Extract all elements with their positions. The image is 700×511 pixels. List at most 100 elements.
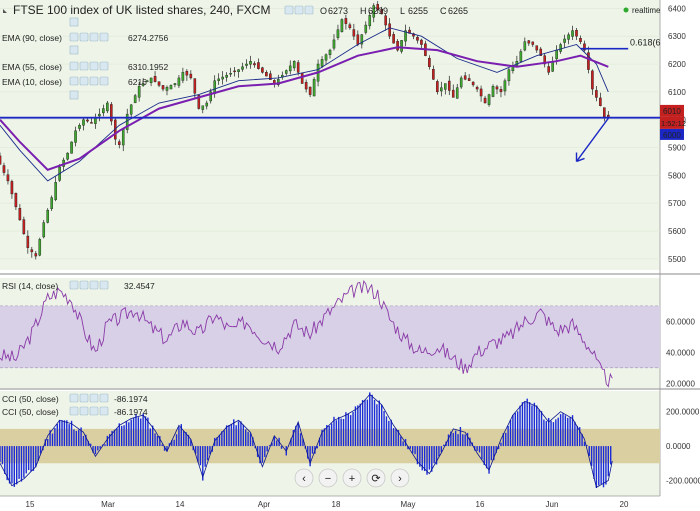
- candle-body: [607, 114, 610, 118]
- time-tick-label: Apr: [258, 500, 271, 509]
- candle-body: [304, 82, 308, 90]
- candle-body: [543, 55, 546, 65]
- candle-body: [261, 67, 264, 73]
- candle-body: [432, 69, 435, 80]
- candle-body: [296, 62, 300, 73]
- eye-icon: [69, 280, 79, 290]
- gear-icon: [79, 76, 89, 86]
- candle-body: [288, 65, 292, 72]
- candle-body: [412, 33, 415, 37]
- candle-body: [217, 78, 220, 81]
- time-tick-label: 15: [26, 500, 35, 509]
- candle-body: [253, 63, 256, 66]
- candle-body: [463, 75, 467, 80]
- zoom-in-button[interactable]: +: [342, 468, 362, 488]
- level-value: 6000: [663, 131, 681, 140]
- candle-body: [440, 87, 443, 92]
- candle-body: [583, 43, 586, 51]
- candle-body: [149, 77, 153, 84]
- close-icon: [89, 393, 99, 403]
- candle-body: [18, 208, 22, 221]
- close-icon: [99, 406, 109, 416]
- candle-body: [6, 174, 10, 182]
- candle-body: [459, 77, 463, 88]
- eye-icon: [69, 76, 79, 86]
- candle-body: [519, 51, 523, 62]
- scroll-left-button[interactable]: ‹: [294, 468, 314, 488]
- candle-body: [265, 72, 268, 77]
- candle-body: [129, 104, 133, 115]
- ema-90-line: [0, 46, 609, 171]
- candle-body: [300, 73, 304, 84]
- candle-body: [70, 141, 73, 154]
- candle-body: [229, 73, 232, 75]
- close-icon: [99, 32, 109, 42]
- candle-body: [38, 239, 42, 256]
- price-tick-label: 5700: [668, 199, 686, 208]
- candle-body: [575, 29, 578, 37]
- price-pane-background: [0, 0, 660, 270]
- eye-icon: [69, 45, 79, 55]
- close-icon: [99, 61, 109, 71]
- indicator-value: 6274.2756: [128, 33, 168, 43]
- candle-body: [249, 61, 252, 65]
- eye-icon: [69, 61, 79, 71]
- time-tick-label: May: [400, 500, 415, 509]
- indicator-value: 6216: [128, 77, 147, 87]
- close-icon: [99, 76, 109, 86]
- rsi-band: [0, 305, 660, 368]
- candle-body: [245, 63, 248, 66]
- scroll-left-button-bg: [294, 468, 314, 488]
- candle-body: [94, 118, 97, 124]
- candle-body: [396, 40, 399, 51]
- price-tick-label: 5600: [668, 227, 686, 236]
- arrow-head-icon: [575, 152, 585, 163]
- candle-body: [336, 29, 340, 38]
- price-tick-label: 6400: [668, 4, 686, 13]
- candle-body: [161, 85, 165, 90]
- price-tick-label: 6300: [668, 32, 686, 41]
- countdown-value: 1:52:12: [661, 119, 686, 128]
- reset-button[interactable]: ⟳: [366, 468, 386, 488]
- candle-body: [42, 222, 46, 238]
- zoom-out-button[interactable]: −: [318, 468, 338, 488]
- candle-body: [157, 81, 161, 86]
- candle-body: [328, 49, 332, 55]
- candle-body: [177, 77, 181, 86]
- candle-body: [78, 125, 81, 129]
- candle-body: [233, 70, 236, 73]
- cci-label: CCI (50, close): [2, 394, 59, 404]
- rsi-line: [0, 279, 613, 388]
- candle-body: [284, 70, 288, 74]
- candle-body: [563, 38, 566, 43]
- candle-body: [46, 209, 50, 223]
- time-tick-label: Mar: [101, 500, 115, 509]
- ema-55-line: [0, 27, 609, 182]
- candle-body: [197, 95, 201, 109]
- candle-body: [444, 83, 447, 90]
- ohlc-value: 6299: [368, 6, 388, 16]
- ohlc-key: O: [320, 6, 327, 16]
- time-tick-label: 18: [332, 500, 341, 509]
- candle-body: [591, 70, 594, 90]
- price-tick-label: 5800: [668, 171, 686, 180]
- candle-body: [527, 40, 531, 44]
- indicator-label: EMA (90, close): [2, 33, 62, 43]
- scroll-right-button[interactable]: ›: [390, 468, 410, 488]
- candle-body: [455, 87, 459, 99]
- close-icon: [89, 32, 99, 42]
- candle-body: [74, 130, 77, 143]
- last-price-badge: [660, 104, 684, 117]
- candle-body: [599, 97, 602, 106]
- scroll-right-button-bg: [390, 468, 410, 488]
- eye-icon: [69, 406, 79, 416]
- candle-body: [90, 122, 93, 124]
- scroll-left-button-icon: ‹: [302, 473, 306, 485]
- price-tick-label: 6200: [668, 60, 686, 69]
- candle-body: [241, 66, 244, 70]
- candle-body: [257, 62, 260, 69]
- zoom-out-button-bg: [318, 468, 338, 488]
- candle-body: [225, 74, 228, 78]
- price-tick-label: 5500: [668, 255, 686, 264]
